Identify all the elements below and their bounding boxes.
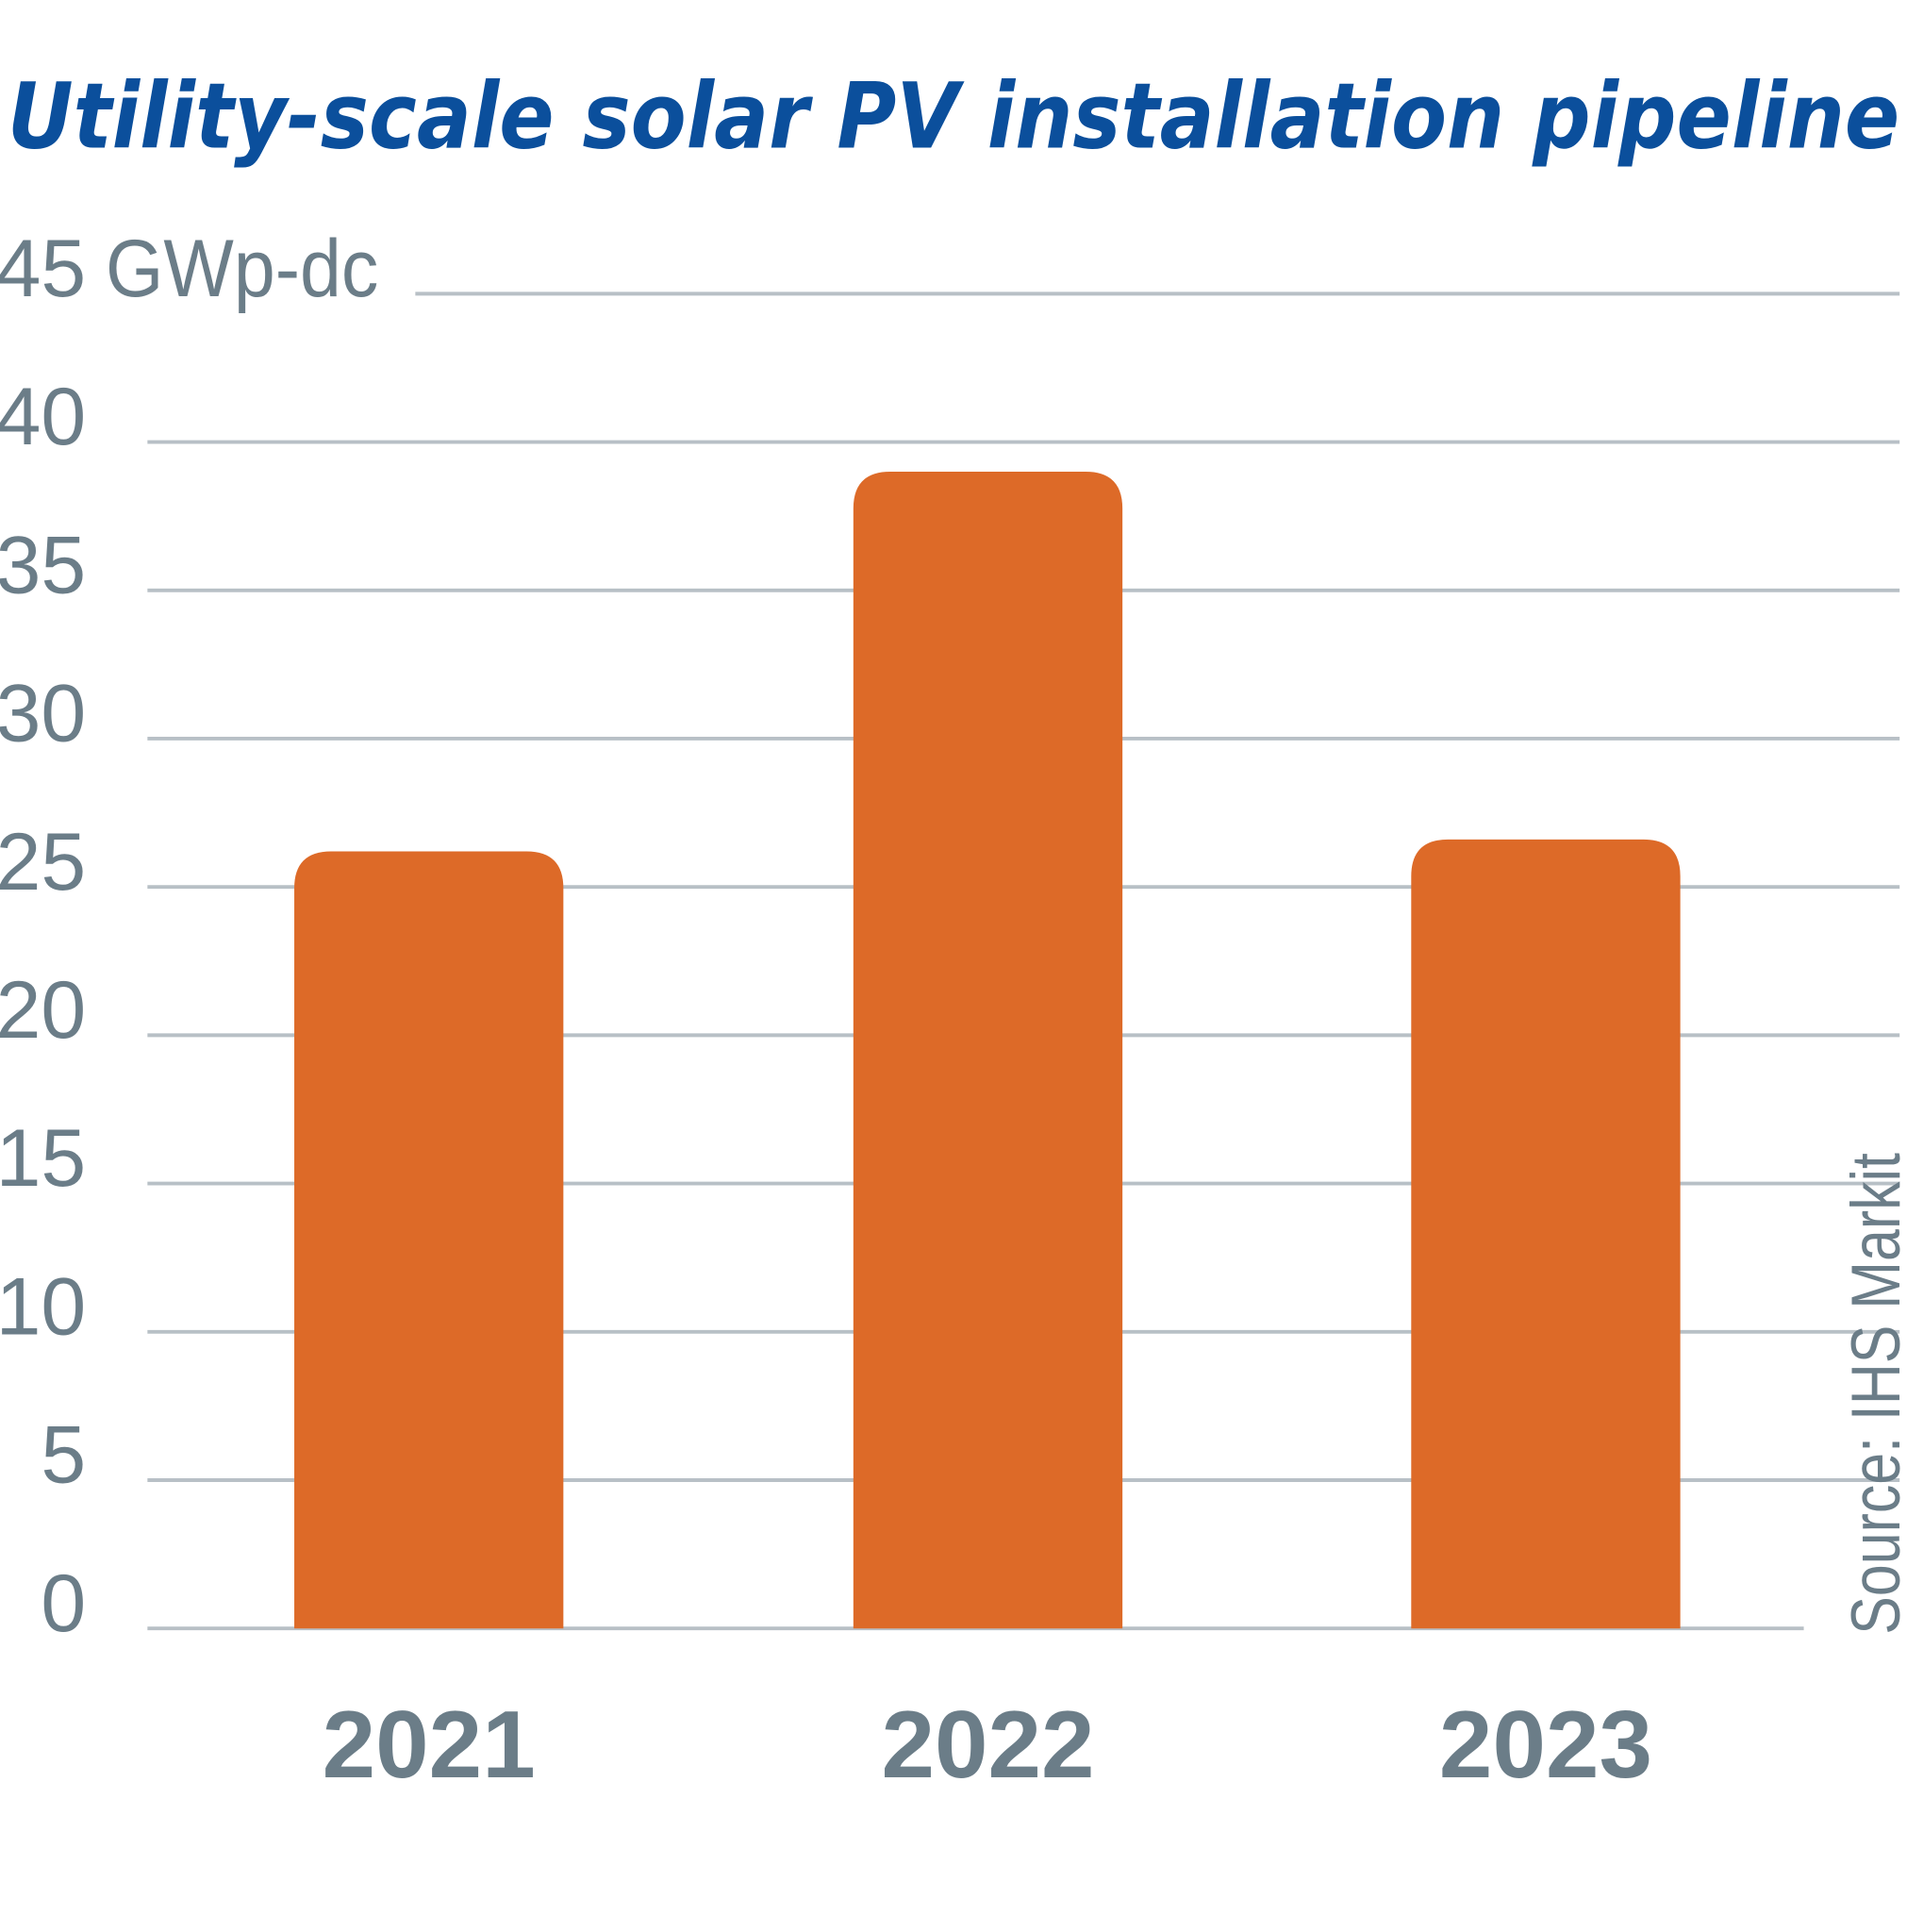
bar-2022	[853, 472, 1123, 1629]
y-tick-40: 40	[0, 372, 86, 462]
bars	[294, 472, 1681, 1629]
x-axis-labels: 2021 2022 2023	[323, 1690, 1652, 1798]
x-label-2021: 2021	[323, 1690, 536, 1798]
y-tick-45: 45	[0, 224, 86, 314]
y-tick-35: 35	[0, 520, 86, 610]
y-tick-0: 0	[41, 1558, 86, 1649]
y-tick-15: 15	[0, 1113, 86, 1204]
x-label-2022: 2022	[881, 1690, 1094, 1798]
y-tick-5: 5	[41, 1410, 86, 1501]
y-axis-unit-label: GWp-dc	[106, 224, 378, 314]
y-tick-10: 10	[0, 1261, 86, 1352]
source-note: Source: IHS Markit	[1838, 1153, 1907, 1635]
y-tick-20: 20	[0, 965, 86, 1056]
bar-2023	[1411, 839, 1681, 1629]
y-tick-25: 25	[0, 817, 86, 908]
y-axis-ticks: 0 5 10 15 20 25 30 35 40 45	[0, 224, 86, 1649]
bar-2021	[294, 851, 564, 1629]
y-tick-30: 30	[0, 669, 86, 759]
x-label-2023: 2023	[1439, 1690, 1652, 1798]
chart-title: Utility-scale solar PV installation pipe…	[8, 63, 1899, 169]
